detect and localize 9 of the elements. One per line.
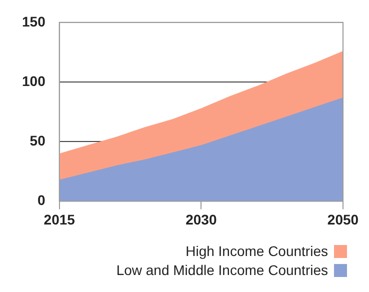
y-tick-label: 100 xyxy=(22,72,46,89)
x-tick-label: 2030 xyxy=(186,211,217,228)
y-tick-label: 50 xyxy=(30,132,46,148)
y-tick-label: 0 xyxy=(38,192,46,208)
legend-label: Low and Middle Income Countries xyxy=(116,262,328,278)
x-tick-label: 2015 xyxy=(44,211,76,228)
x-tick-label: 2050 xyxy=(327,211,359,228)
legend-label: High Income Countries xyxy=(186,243,328,259)
y-tick-label: 150 xyxy=(22,13,46,30)
